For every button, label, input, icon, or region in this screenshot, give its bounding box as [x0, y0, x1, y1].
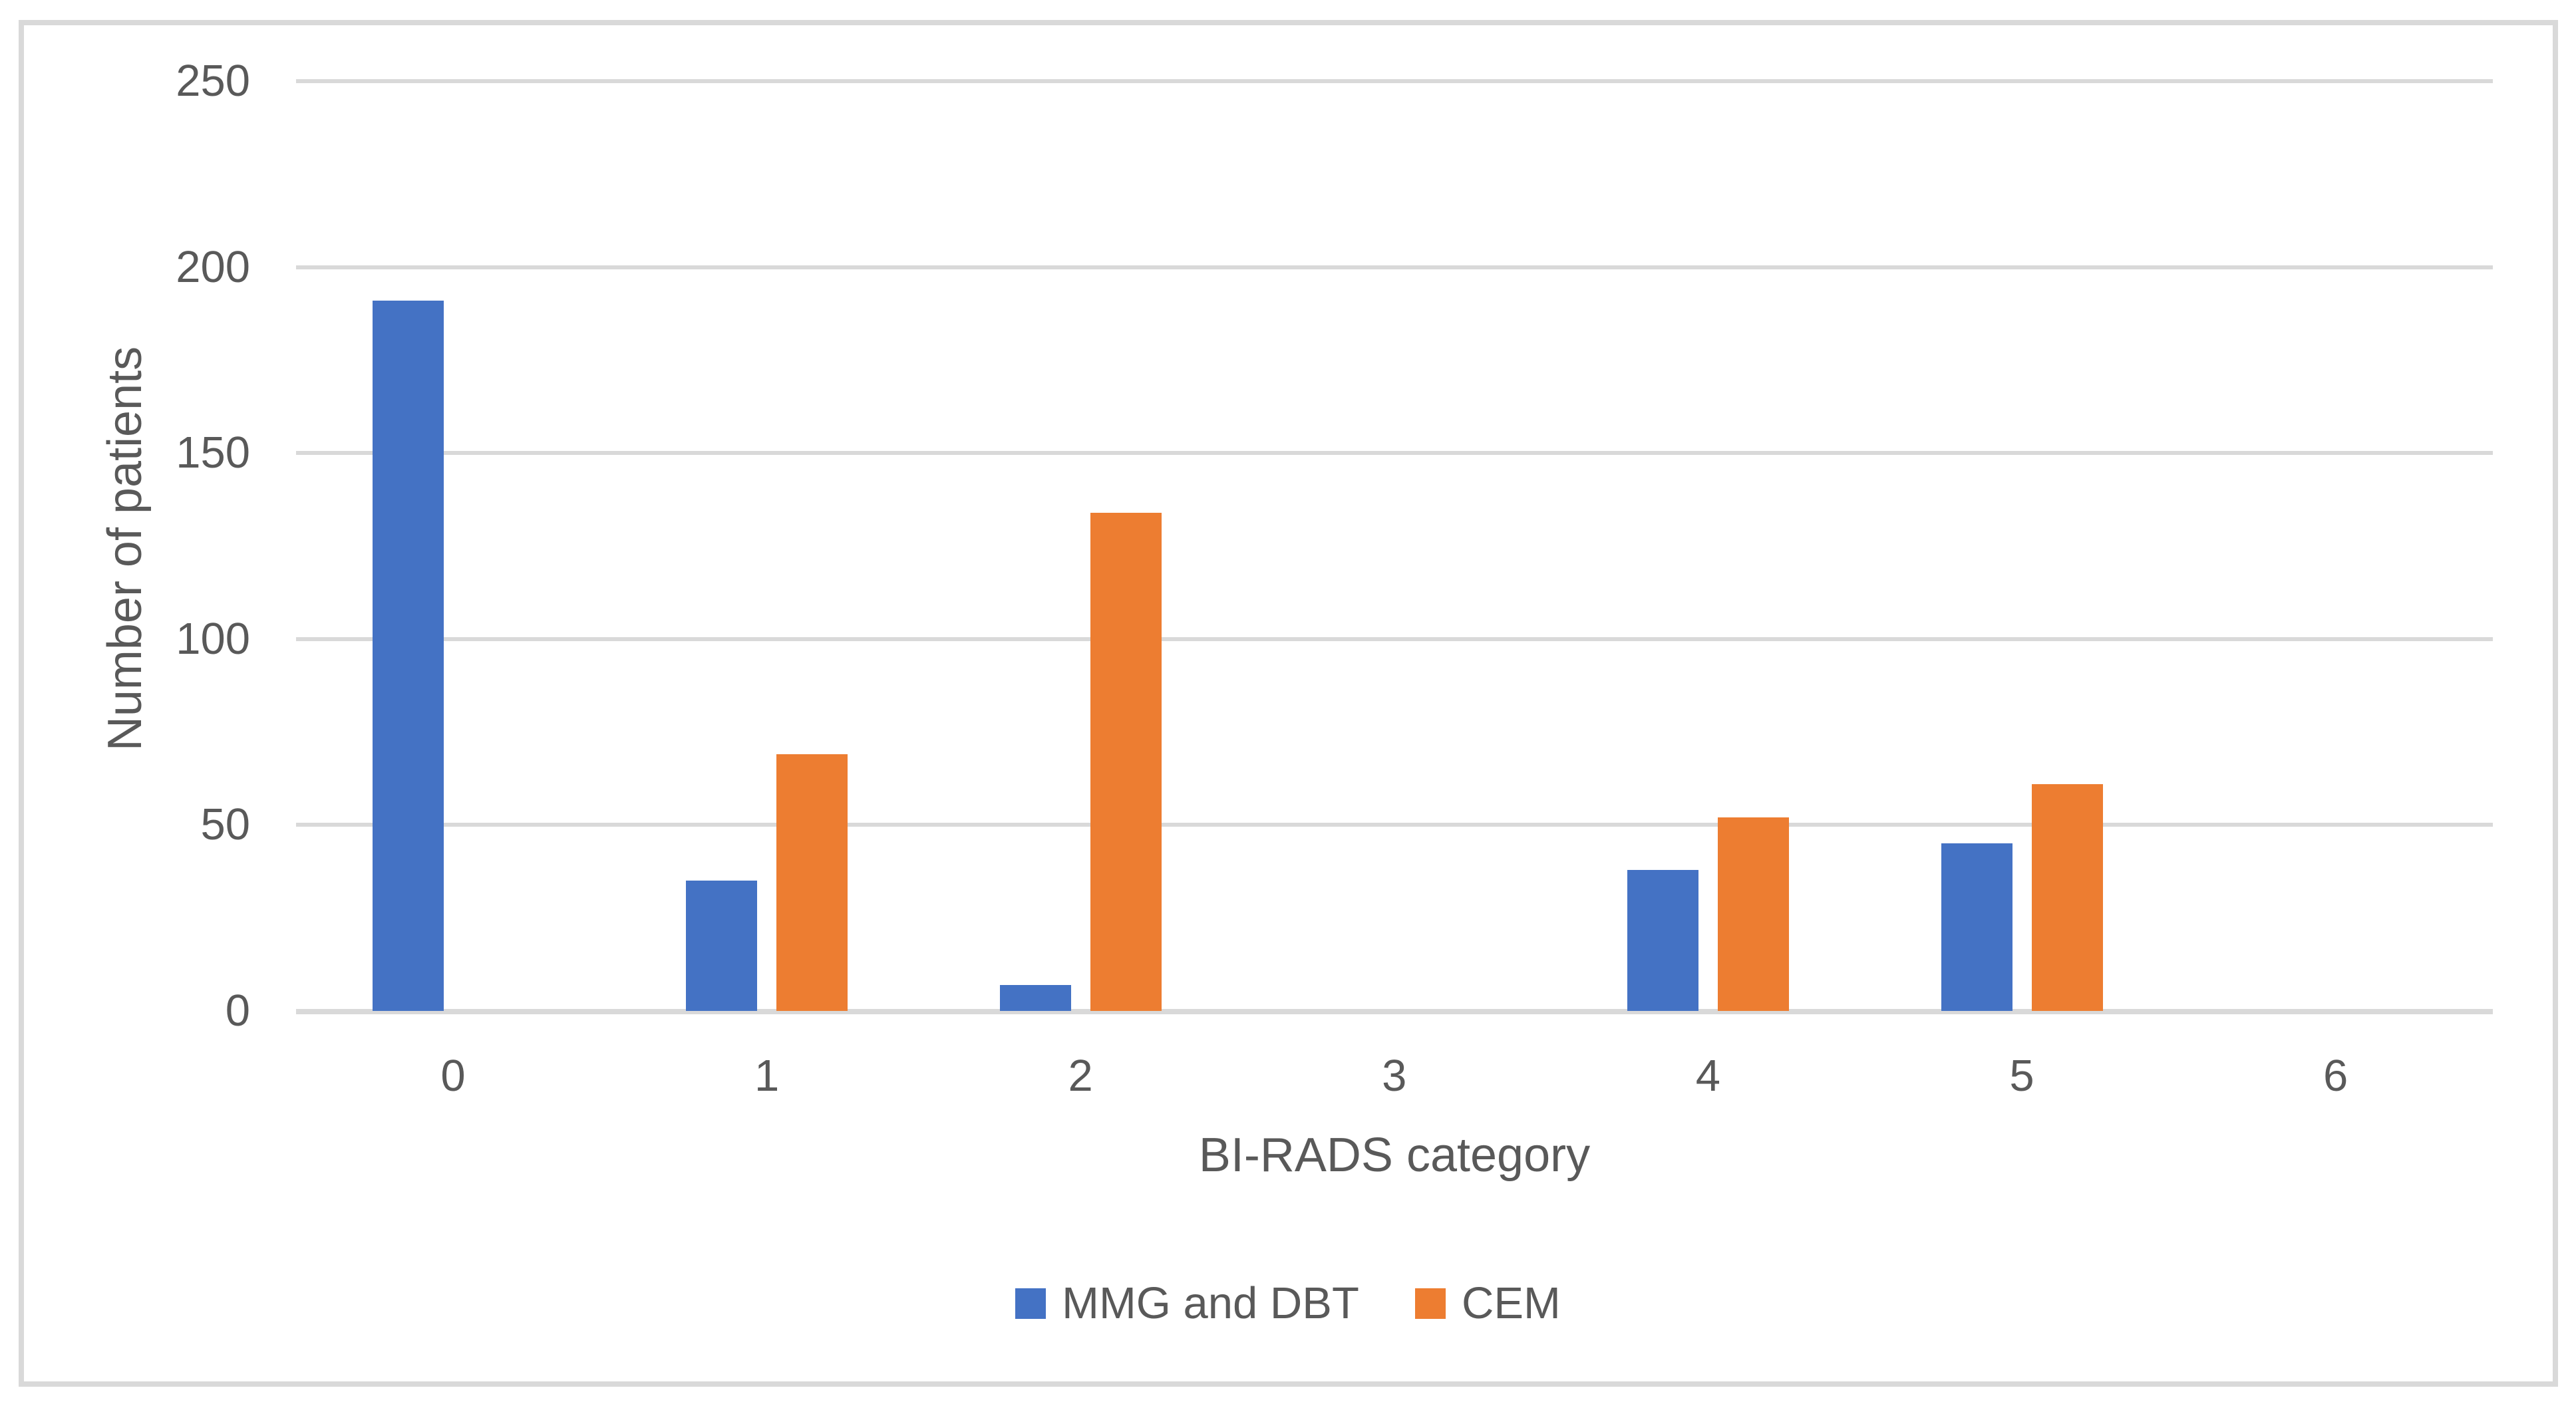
y-tick-label-100: 100: [176, 613, 250, 664]
x-tick-label-2: 2: [1068, 1051, 1093, 1101]
gridline-250: [296, 79, 2493, 83]
y-tick-label-200: 200: [176, 241, 250, 292]
bar-cem-cat5: [2031, 783, 2103, 1011]
bar-mmg-and-dbt-cat0: [372, 300, 444, 1011]
x-axis-line: [296, 1009, 2493, 1014]
x-tick-label-4: 4: [1695, 1051, 1721, 1101]
gridline-100: [296, 636, 2493, 641]
y-tick-label-250: 250: [176, 56, 250, 106]
legend-label: MMG and DBT: [1062, 1278, 1359, 1328]
bar-mmg-and-dbt-cat4: [1627, 869, 1698, 1011]
gridline-150: [296, 451, 2493, 456]
bar-cem-cat1: [776, 754, 848, 1011]
bar-cem-cat2: [1090, 512, 1162, 1011]
legend-label: CEM: [1461, 1278, 1561, 1328]
gridline-200: [296, 265, 2493, 269]
y-tick-label-50: 50: [200, 799, 250, 850]
x-axis-title: BI-RADS category: [1198, 1129, 1591, 1182]
x-tick-label-1: 1: [754, 1051, 780, 1101]
legend-swatch-icon: [1414, 1288, 1446, 1319]
bar-mmg-and-dbt-cat2: [999, 984, 1071, 1011]
x-tick-label-5: 5: [2009, 1051, 2034, 1101]
x-tick-label-6: 6: [2323, 1051, 2348, 1101]
bar-mmg-and-dbt-cat1: [686, 881, 758, 1011]
legend-item-cem: CEM: [1414, 1274, 1561, 1334]
bar-mmg-and-dbt-cat5: [1941, 843, 2012, 1011]
x-tick-label-0: 0: [440, 1051, 466, 1101]
gridline-50: [296, 823, 2493, 827]
plot-area: [296, 79, 2493, 1014]
y-tick-label-0: 0: [225, 986, 250, 1036]
legend-item-mmg-and-dbt: MMG and DBT: [1015, 1274, 1359, 1334]
bar-cem-cat4: [1717, 817, 1789, 1011]
y-tick-label-150: 150: [176, 428, 250, 478]
legend: MMG and DBT CEM: [0, 1274, 2576, 1334]
x-tick-label-3: 3: [1382, 1051, 1407, 1101]
legend-swatch-icon: [1015, 1288, 1046, 1319]
